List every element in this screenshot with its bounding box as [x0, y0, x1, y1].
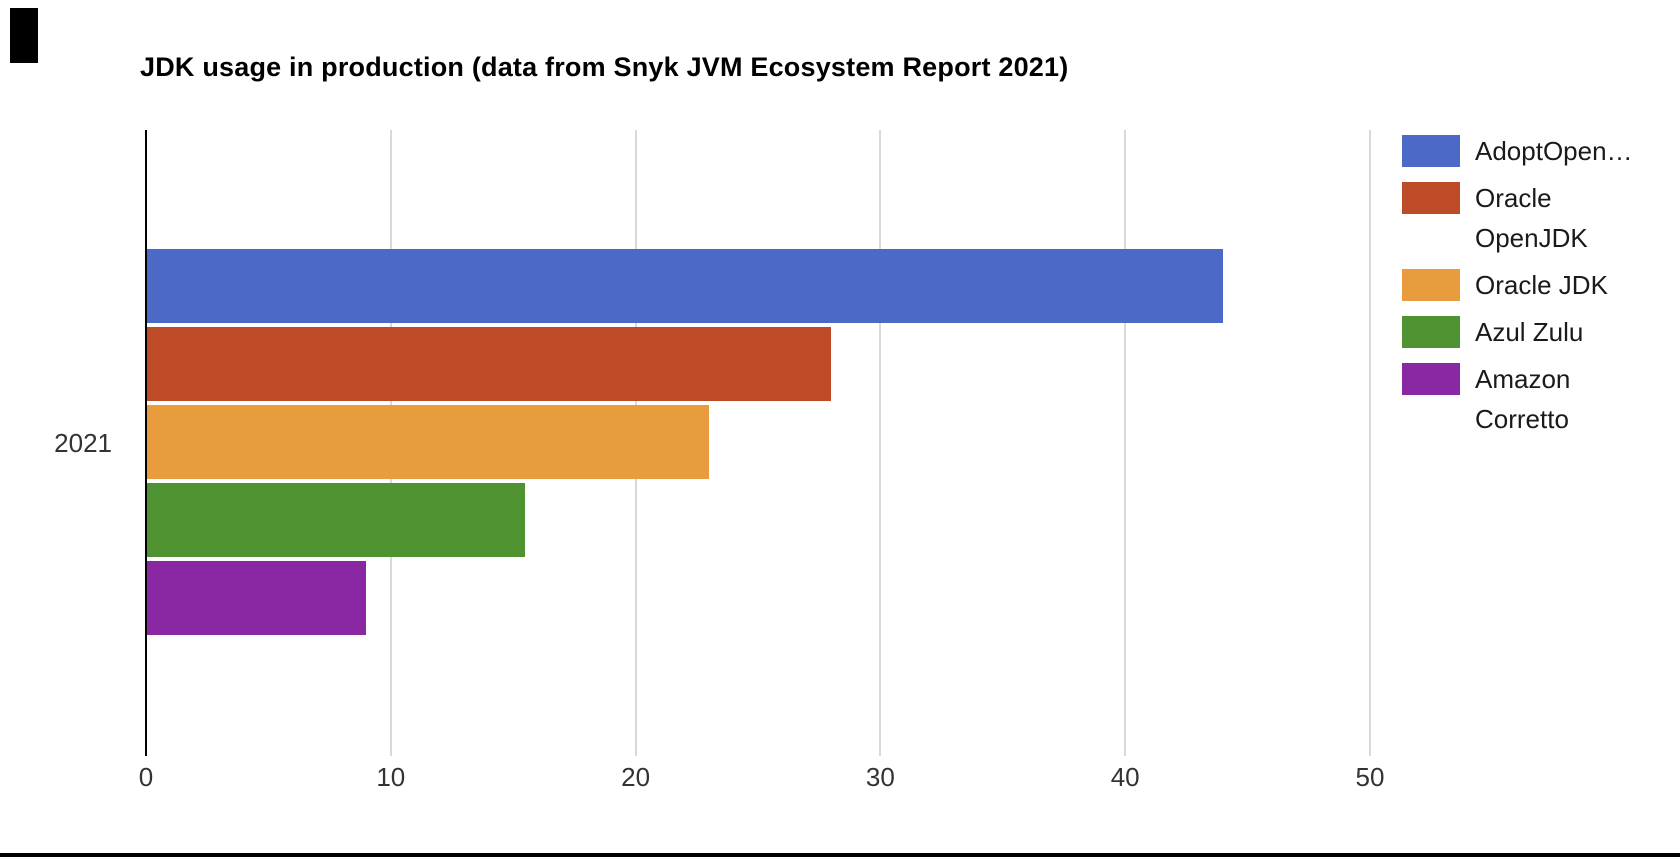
- legend-swatch: [1402, 363, 1460, 395]
- axis-tick-x-20: [634, 748, 637, 756]
- gridline-x-40: [1124, 130, 1127, 748]
- axis-tick-x-10: [389, 748, 392, 756]
- legend-label-line: AdoptOpen…: [1475, 136, 1633, 166]
- legend-label-line: Oracle JDK: [1475, 270, 1608, 300]
- x-tick-label-30: 30: [865, 762, 895, 792]
- x-tick-label-10: 10: [376, 762, 406, 792]
- legend-item-adoptopenjdk[interactable]: AdoptOpen…: [1402, 131, 1678, 171]
- legend-swatch: [1402, 135, 1460, 167]
- legend-item-oracle-jdk[interactable]: Oracle JDK: [1402, 265, 1678, 305]
- axis-tick-x-40: [1124, 748, 1127, 756]
- category-label-2021: 2021: [54, 428, 112, 458]
- x-tick-label-50: 50: [1355, 762, 1385, 792]
- legend-label: Azul Zulu: [1475, 312, 1583, 352]
- bottom-border-line: [0, 853, 1680, 857]
- legend-swatch: [1402, 269, 1460, 301]
- gridline-x-50: [1369, 130, 1371, 748]
- bar-adoptopenjdk[interactable]: [146, 249, 1223, 323]
- x-tick-label-40: 40: [1110, 762, 1140, 792]
- legend-label: AdoptOpen…: [1475, 131, 1633, 171]
- top-left-black-marker: [10, 8, 38, 63]
- x-tick-label-20: 20: [621, 762, 651, 792]
- legend-label-line: Amazon: [1475, 364, 1571, 394]
- legend-swatch: [1402, 182, 1460, 214]
- legend-item-azul-zulu[interactable]: Azul Zulu: [1402, 312, 1678, 352]
- plot-area: [146, 130, 1376, 756]
- legend-label: Amazon Corretto: [1475, 359, 1570, 439]
- bar-azul-zulu[interactable]: [146, 483, 525, 557]
- legend-item-oracle-openjdk[interactable]: Oracle OpenJDK: [1402, 178, 1678, 258]
- chart-title: JDK usage in production (data from Snyk …: [140, 52, 1069, 82]
- legend-label-line: OpenJDK: [1475, 223, 1588, 253]
- axis-tick-x-50: [1369, 748, 1371, 756]
- legend-label-line: Azul Zulu: [1475, 317, 1584, 347]
- legend-label: Oracle JDK: [1475, 265, 1608, 305]
- legend-label: Oracle OpenJDK: [1475, 178, 1588, 258]
- bar-oracle-jdk[interactable]: [146, 405, 709, 479]
- legend-label-line: Corretto: [1475, 404, 1569, 434]
- bar-amazon-corretto[interactable]: [146, 561, 366, 635]
- x-tick-label-0: 0: [138, 762, 154, 792]
- bar-oracle-openjdk[interactable]: [146, 327, 831, 401]
- y-axis-line: [145, 130, 147, 756]
- legend-swatch: [1402, 316, 1460, 348]
- axis-tick-x-30: [879, 748, 882, 756]
- legend: AdoptOpen… Oracle OpenJDK Oracle JDK Azul Zu…: [1402, 131, 1678, 446]
- legend-item-amazon-corretto[interactable]: Amazon Corretto: [1402, 359, 1678, 439]
- gridline-x-30: [879, 130, 882, 748]
- legend-label-line: Oracle: [1475, 183, 1552, 213]
